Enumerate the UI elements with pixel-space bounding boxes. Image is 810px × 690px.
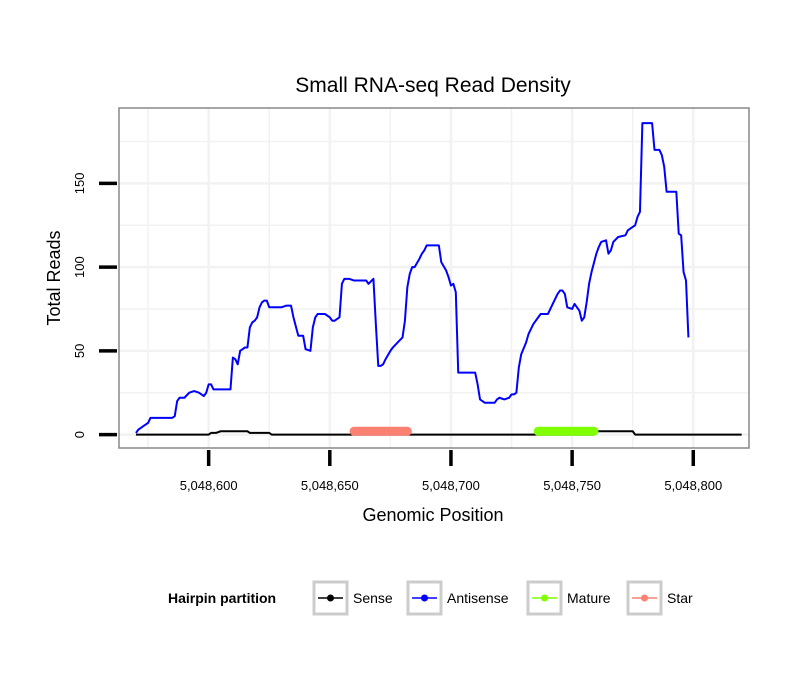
legend-entries: Sense Antisense Mature Star xyxy=(312,580,693,616)
legend-key-point xyxy=(641,594,648,602)
series-group xyxy=(135,122,742,436)
y-axis-title: Total Reads xyxy=(44,230,64,325)
legend-item-mature: Mature xyxy=(526,580,611,616)
legend-label: Sense xyxy=(353,590,393,606)
legend-item-star: Star xyxy=(626,580,693,616)
legend-label: Star xyxy=(667,590,693,606)
x-tick-label: 5,048,750 xyxy=(543,478,601,493)
legend: Hairpin partition Sense Antisense Mature St… xyxy=(168,580,693,616)
x-tick-label: 5,048,800 xyxy=(664,478,722,493)
y-tick-label: 50 xyxy=(72,344,87,358)
legend-key-point xyxy=(541,594,548,602)
y-axis: 0 50 100 150 xyxy=(72,173,117,438)
chart-title: Small RNA-seq Read Density xyxy=(295,74,571,97)
legend-label: Mature xyxy=(567,590,611,606)
x-tick-label: 5,048,700 xyxy=(422,478,480,493)
x-axis: 5,048,600 5,048,650 5,048,700 5,048,750 5,04… xyxy=(180,450,722,493)
x-tick-label: 5,048,650 xyxy=(301,478,359,493)
series-sense-line xyxy=(135,430,742,436)
y-tick-label: 150 xyxy=(72,173,87,195)
legend-item-antisense: Antisense xyxy=(406,580,509,616)
y-tick-label: 100 xyxy=(72,256,87,278)
legend-title: Hairpin partition xyxy=(168,590,276,606)
plot-area xyxy=(119,108,749,448)
x-tick-label: 5,048,600 xyxy=(180,478,238,493)
y-tick-label: 0 xyxy=(72,431,87,438)
x-axis-title: Genomic Position xyxy=(362,505,503,525)
series-antisense-line xyxy=(135,122,690,434)
plot-border xyxy=(118,107,750,449)
legend-label: Antisense xyxy=(447,590,509,606)
legend-item-sense: Sense xyxy=(312,580,393,616)
legend-key-point xyxy=(421,594,428,602)
legend-key-point xyxy=(327,594,334,602)
